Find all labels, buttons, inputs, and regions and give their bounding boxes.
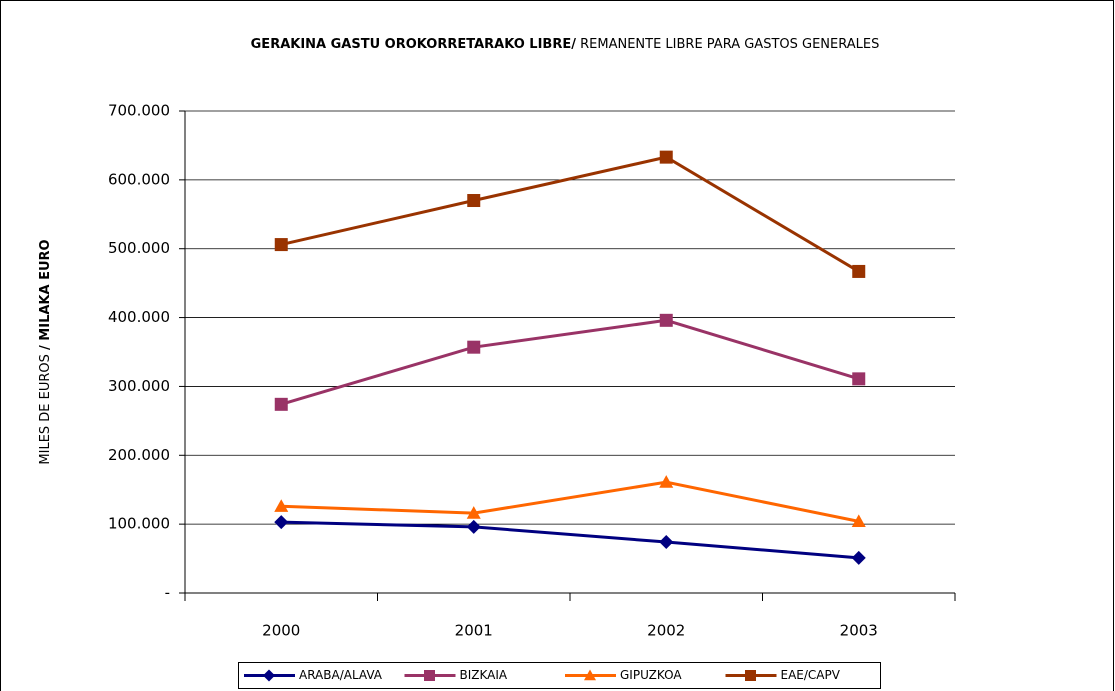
y-tick-label: 100.000	[108, 515, 170, 533]
marker	[659, 475, 674, 488]
marker	[584, 669, 596, 681]
y-tick-label: 400.000	[108, 308, 170, 326]
marker	[263, 669, 275, 682]
marker	[274, 515, 289, 530]
y-label-regular: MILES DE EUROS	[38, 354, 53, 465]
y-tick-label: 700.000	[108, 102, 170, 120]
marker	[745, 670, 756, 681]
marker	[466, 519, 481, 534]
y-tick-label: 300.000	[108, 377, 170, 395]
marker	[659, 313, 673, 327]
y-tick-label: 500.000	[108, 239, 170, 257]
title-bold: GERAKINA GASTU OROKORRETARAKO LIBRE/	[251, 37, 577, 52]
series-line	[281, 520, 859, 560]
series-line	[280, 155, 860, 273]
legend-label: BIZKAIA	[460, 668, 508, 682]
series-line	[280, 318, 860, 406]
marker	[466, 506, 481, 519]
legend-label: ARABA/ALAVA	[299, 668, 383, 682]
marker	[852, 372, 866, 386]
y-label-bold: / MILAKA EURO	[38, 239, 53, 350]
series-line	[281, 480, 860, 523]
legend-label: EAE/CAPV	[781, 668, 841, 682]
marker	[851, 514, 866, 527]
marker	[274, 238, 288, 252]
x-tick-label: 2001	[455, 622, 493, 640]
marker	[852, 264, 866, 278]
marker	[851, 550, 866, 565]
y-axis-label: MILES DE EUROS / MILAKA EURO	[38, 239, 53, 464]
marker	[274, 397, 288, 411]
marker	[274, 499, 289, 512]
x-tick-label: 2000	[262, 622, 300, 640]
x-tick-label: 2002	[647, 622, 685, 640]
marker	[659, 535, 674, 550]
marker	[424, 670, 435, 681]
y-tick-label: 200.000	[108, 446, 170, 464]
marker	[659, 150, 673, 164]
y-tick-label: 600.000	[108, 170, 170, 188]
legend-label: GIPUZKOA	[620, 668, 682, 682]
y-tick-label: -	[165, 584, 170, 602]
marker	[467, 340, 481, 354]
title-regular: REMANENTE LIBRE PARA GASTOS GENERALES	[580, 37, 879, 52]
chart-title: GERAKINA GASTU OROKORRETARAKO LIBRE/ REM…	[251, 37, 880, 52]
marker	[467, 194, 481, 208]
x-tick-label: 2003	[840, 622, 878, 640]
